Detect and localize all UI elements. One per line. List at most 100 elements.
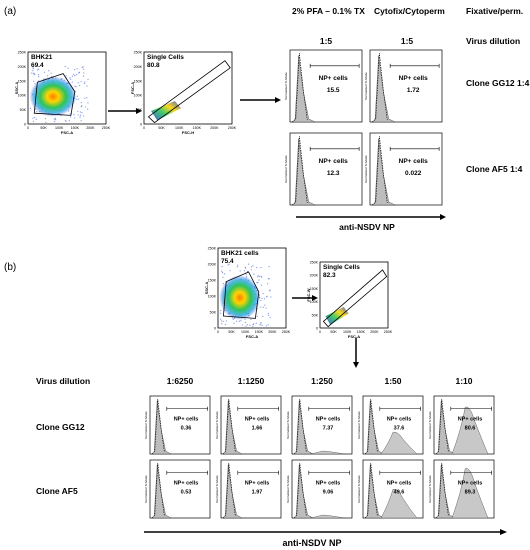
- a-dot1-dot: [84, 97, 86, 99]
- b-hist-1-2-ylabel: Normalized To Mode: [286, 475, 290, 503]
- row-label-af5-b: Clone AF5: [36, 486, 78, 496]
- b-dot1-dot: [250, 266, 253, 268]
- b-dot1-dot: [262, 315, 264, 317]
- b-dot1-xtick-1: 50K: [228, 330, 235, 334]
- dilution-a-1: 1:5: [320, 36, 333, 46]
- b-dot1-dot: [238, 320, 241, 322]
- b-dot2-gate-value: 82.3: [323, 272, 336, 279]
- b-dot1-xtick-4: 200K: [268, 330, 277, 334]
- a-dot1-dot: [76, 95, 78, 97]
- b-hist-1-0-np-label: NP+ cells: [174, 480, 199, 486]
- b-hist-1-3-ylabel: Normalized To Mode: [357, 475, 361, 503]
- b-dot1-dot: [267, 312, 269, 314]
- a-dot1-dot: [73, 73, 75, 75]
- b-hist-1-1-ylabel: Normalized To Mode: [215, 475, 219, 503]
- b-dot1-gate-name: BHK21 cells: [221, 250, 259, 257]
- b-dot1-dot: [270, 296, 272, 298]
- a-hist-1-0-ylabel: Normalized To Mode: [284, 155, 288, 183]
- a-dot1-dot: [82, 75, 85, 77]
- a-dot2-gate-value: 80.8: [147, 62, 160, 69]
- panel-a-label: (a): [4, 6, 16, 17]
- a-dot1-dot: [44, 117, 47, 120]
- b-hist-1-0-ylabel: Normalized To Mode: [144, 475, 148, 503]
- b-dot1-dot: [252, 265, 254, 267]
- a-dot2-ytick-5: 250K: [134, 51, 143, 55]
- b-dot2-ytick-0: 0: [316, 327, 318, 331]
- b-dot2-gate-name: Single Cells: [323, 264, 360, 271]
- dilution-a-2: 1:5: [401, 36, 414, 46]
- a-dot1-dot: [81, 112, 83, 114]
- b-dot1-dot: [266, 283, 269, 285]
- b-dot1-dot: [239, 270, 241, 272]
- b-dot1-dot: [222, 320, 224, 322]
- b-hist-1-4-value: 89.3: [465, 490, 476, 496]
- b-dot2-ytick-1: 50K: [312, 313, 319, 317]
- a-dot1-dot: [37, 69, 39, 71]
- b-dot1-dot: [260, 275, 262, 277]
- a-dot1-dot: [65, 75, 67, 77]
- b-dilution-2: 1:250: [311, 376, 333, 386]
- b-dot1-dot: [260, 299, 262, 302]
- a-dot1-dot: [82, 66, 84, 68]
- a-dot1-dot: [74, 74, 76, 77]
- b-dot1-dot: [265, 325, 267, 327]
- xaxis-label-b: anti-NSDV NP: [282, 538, 341, 548]
- a-dot1-dot: [78, 84, 81, 87]
- a-dot1-dot: [34, 116, 36, 118]
- b-hist-0-0-np-label: NP+ cells: [174, 416, 199, 422]
- a-dot1-dot: [77, 110, 79, 112]
- xaxis-arrowhead-b: [500, 529, 507, 535]
- a-dot1-dot: [87, 78, 89, 80]
- a-dot1-gate: [33, 73, 76, 116]
- a-hist-0-1-neg-peak: [371, 55, 396, 123]
- b-dot1-dot: [256, 282, 258, 284]
- a-dot1-dot: [83, 115, 85, 117]
- b-dot2-density: [325, 306, 349, 325]
- a-dot2-ylabel: FSC-A: [130, 82, 135, 94]
- gate-arrow-b-2-head: [353, 362, 359, 368]
- b-hist-0-3-control: [364, 398, 378, 455]
- b-hist-1-3-pos-peak: [380, 488, 418, 519]
- a-dot1-dot: [32, 67, 34, 70]
- a-hist-1-1-value: 0.022: [405, 170, 422, 177]
- b-hist-0-2-control: [293, 398, 307, 455]
- a-dot1-dot: [46, 75, 48, 77]
- a-dot1-dot: [71, 81, 73, 83]
- a-hist-0-1-value: 1.72: [407, 87, 420, 94]
- a-hist-1-1-ylabel: Normalized To Mode: [364, 155, 368, 183]
- b-dot2-xtick-1: 50K: [330, 330, 337, 334]
- a-hist-0-0-neg-peak: [291, 55, 316, 123]
- a-dot1-xtick-4: 200K: [86, 126, 95, 130]
- a-dot1-dot: [76, 68, 78, 70]
- a-dot1-dot: [45, 121, 47, 123]
- a-dot2-xtick-0: 0: [143, 126, 145, 130]
- b-hist-1-3-control: [364, 462, 378, 519]
- a-dot1-dot: [31, 72, 33, 74]
- b-dot1-dot: [267, 324, 269, 326]
- a-dot2-xtick-3: 150K: [193, 126, 202, 130]
- b-dot1-dot: [244, 321, 246, 323]
- a-dot1-xlabel: FSC-A: [61, 130, 73, 135]
- dilution-header-b: Virus dilution: [36, 376, 90, 386]
- b-dot1-dot: [257, 276, 259, 278]
- b-dot1-xtick-3: 150K: [255, 330, 264, 334]
- b-hist-0-0-ylabel: Normalized To Mode: [144, 411, 148, 439]
- b-dot1-dot: [223, 273, 226, 275]
- a-dot1-dot: [50, 72, 52, 74]
- b-dot1-dot: [253, 323, 255, 325]
- b-dot1-dot: [257, 275, 259, 277]
- b-hist-0-1-np-label: NP+ cells: [245, 416, 270, 422]
- b-dot1-dot: [268, 278, 270, 280]
- b-dot1-dot: [261, 324, 263, 327]
- b-dot2-xtick-4: 200K: [370, 330, 379, 334]
- b-hist-0-4-ylabel: Normalized To Mode: [428, 411, 432, 439]
- b-dot2-xtick-0: 0: [319, 330, 321, 334]
- b-dot2-ytick-5: 250K: [310, 261, 319, 265]
- b-hist-1-1-np-label: NP+ cells: [245, 480, 270, 486]
- b-dot1-xtick-2: 100K: [241, 330, 250, 334]
- b-dot1-dot: [260, 323, 262, 325]
- b-hist-1-3-value: 49.6: [394, 490, 405, 496]
- a-hist-0-1-np-label: NP+ cells: [399, 75, 428, 82]
- dilution-header-a: Virus dilution: [466, 36, 520, 46]
